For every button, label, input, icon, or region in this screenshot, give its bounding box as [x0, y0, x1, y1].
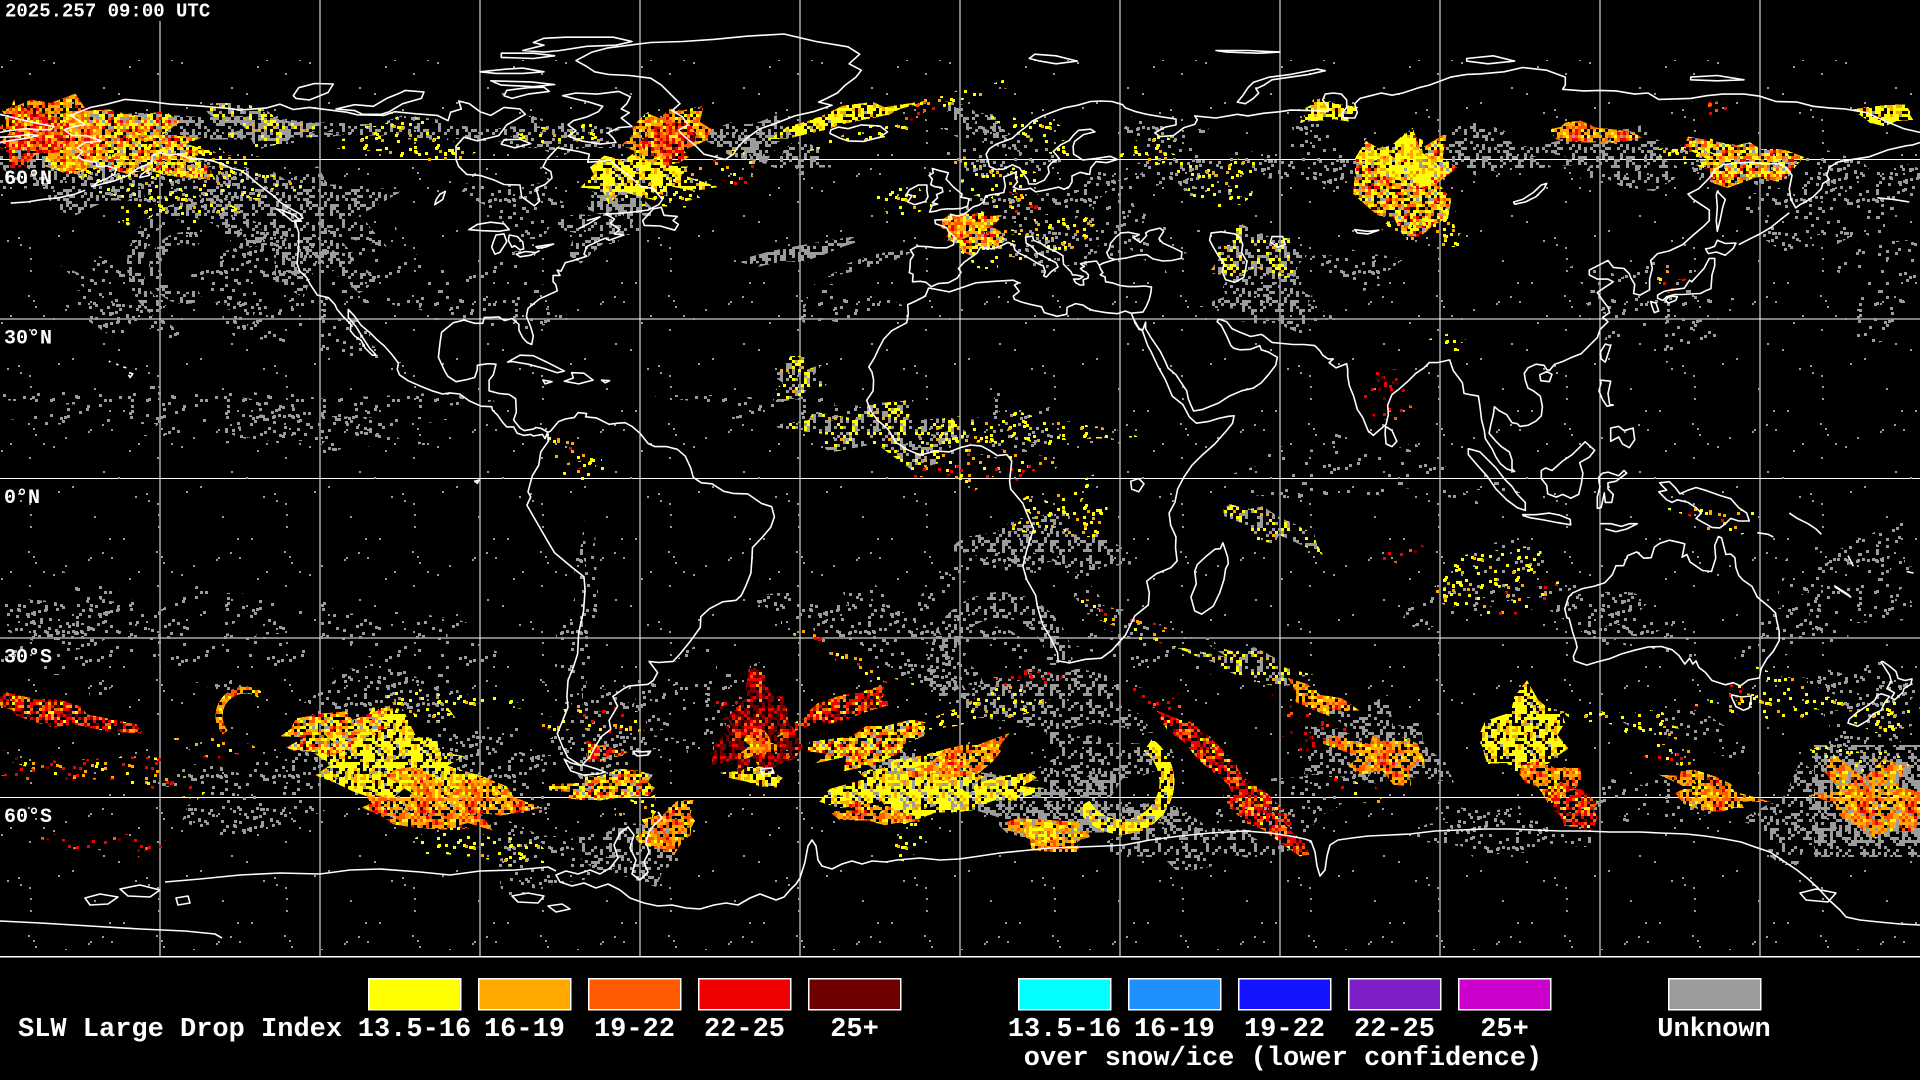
- svg-text:13.5-16: 13.5-16: [1008, 1015, 1121, 1045]
- svg-text:13.5-16: 13.5-16: [358, 1015, 471, 1045]
- svg-text:2025.257 09:00 UTC: 2025.257 09:00 UTC: [5, 1, 210, 23]
- svg-text:0°N: 0°N: [4, 487, 40, 510]
- svg-text:16-19: 16-19: [1134, 1015, 1215, 1045]
- svg-text:22-25: 22-25: [704, 1015, 785, 1045]
- svg-text:Unknown: Unknown: [1657, 1015, 1770, 1045]
- svg-text:over snow/ice (lower confidenc: over snow/ice (lower confidence): [1024, 1044, 1542, 1074]
- svg-text:60°N: 60°N: [4, 168, 52, 191]
- svg-text:25+: 25+: [1480, 1015, 1529, 1045]
- svg-text:16-19: 16-19: [484, 1015, 565, 1045]
- svg-text:SLW Large Drop Index: SLW Large Drop Index: [18, 1015, 342, 1045]
- svg-text:30°S: 30°S: [4, 647, 52, 670]
- svg-text:19-22: 19-22: [1244, 1015, 1325, 1045]
- svg-text:22-25: 22-25: [1354, 1015, 1435, 1045]
- svg-text:25+: 25+: [830, 1015, 879, 1045]
- svg-text:19-22: 19-22: [594, 1015, 675, 1045]
- svg-text:60°S: 60°S: [4, 806, 52, 829]
- svg-text:30°N: 30°N: [4, 328, 52, 351]
